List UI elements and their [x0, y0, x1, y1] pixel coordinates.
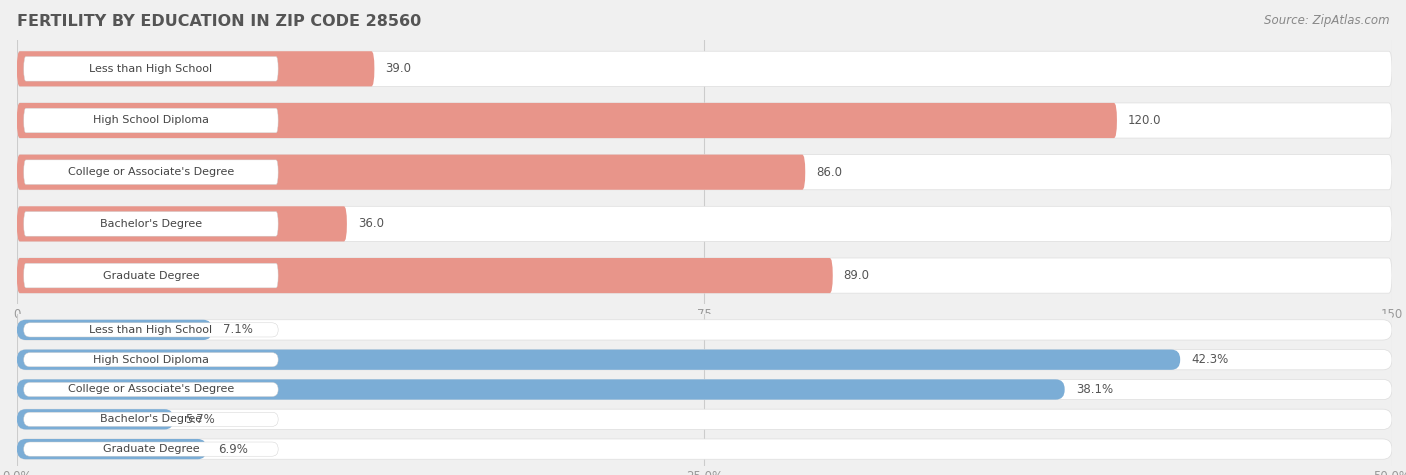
- FancyBboxPatch shape: [17, 350, 1180, 370]
- Text: Graduate Degree: Graduate Degree: [103, 271, 200, 281]
- FancyBboxPatch shape: [17, 206, 347, 241]
- FancyBboxPatch shape: [24, 57, 278, 81]
- Text: 120.0: 120.0: [1128, 114, 1161, 127]
- Text: 39.0: 39.0: [385, 62, 412, 76]
- FancyBboxPatch shape: [17, 380, 1392, 399]
- Text: Source: ZipAtlas.com: Source: ZipAtlas.com: [1264, 14, 1389, 27]
- FancyBboxPatch shape: [17, 155, 806, 190]
- Text: FERTILITY BY EDUCATION IN ZIP CODE 28560: FERTILITY BY EDUCATION IN ZIP CODE 28560: [17, 14, 422, 29]
- FancyBboxPatch shape: [24, 263, 278, 288]
- FancyBboxPatch shape: [17, 51, 1392, 86]
- FancyBboxPatch shape: [24, 382, 278, 397]
- FancyBboxPatch shape: [17, 439, 1392, 459]
- FancyBboxPatch shape: [17, 320, 1392, 340]
- FancyBboxPatch shape: [17, 439, 207, 459]
- FancyBboxPatch shape: [17, 51, 374, 86]
- FancyBboxPatch shape: [17, 258, 832, 293]
- FancyBboxPatch shape: [24, 352, 278, 367]
- Text: 7.1%: 7.1%: [224, 323, 253, 336]
- FancyBboxPatch shape: [17, 320, 212, 340]
- FancyBboxPatch shape: [24, 160, 278, 184]
- Text: Bachelor's Degree: Bachelor's Degree: [100, 219, 202, 229]
- Text: 38.1%: 38.1%: [1076, 383, 1112, 396]
- FancyBboxPatch shape: [17, 103, 1116, 138]
- Text: High School Diploma: High School Diploma: [93, 355, 209, 365]
- Text: College or Associate's Degree: College or Associate's Degree: [67, 167, 233, 177]
- Text: Less than High School: Less than High School: [90, 325, 212, 335]
- FancyBboxPatch shape: [17, 380, 1064, 399]
- Text: 36.0: 36.0: [359, 218, 384, 230]
- Text: 5.7%: 5.7%: [184, 413, 214, 426]
- FancyBboxPatch shape: [17, 155, 1392, 190]
- FancyBboxPatch shape: [17, 350, 1392, 370]
- FancyBboxPatch shape: [24, 108, 278, 133]
- Text: 42.3%: 42.3%: [1191, 353, 1229, 366]
- Text: 86.0: 86.0: [817, 166, 842, 179]
- Text: 89.0: 89.0: [844, 269, 870, 282]
- Text: High School Diploma: High School Diploma: [93, 115, 209, 125]
- Text: College or Associate's Degree: College or Associate's Degree: [67, 384, 233, 395]
- FancyBboxPatch shape: [17, 206, 1392, 241]
- FancyBboxPatch shape: [24, 412, 278, 427]
- FancyBboxPatch shape: [17, 258, 1392, 293]
- FancyBboxPatch shape: [24, 323, 278, 337]
- Text: Bachelor's Degree: Bachelor's Degree: [100, 414, 202, 424]
- Text: Graduate Degree: Graduate Degree: [103, 444, 200, 454]
- FancyBboxPatch shape: [24, 211, 278, 236]
- FancyBboxPatch shape: [17, 409, 1392, 429]
- Text: 6.9%: 6.9%: [218, 443, 247, 456]
- FancyBboxPatch shape: [24, 442, 278, 456]
- Text: Less than High School: Less than High School: [90, 64, 212, 74]
- FancyBboxPatch shape: [17, 409, 173, 429]
- FancyBboxPatch shape: [17, 103, 1392, 138]
